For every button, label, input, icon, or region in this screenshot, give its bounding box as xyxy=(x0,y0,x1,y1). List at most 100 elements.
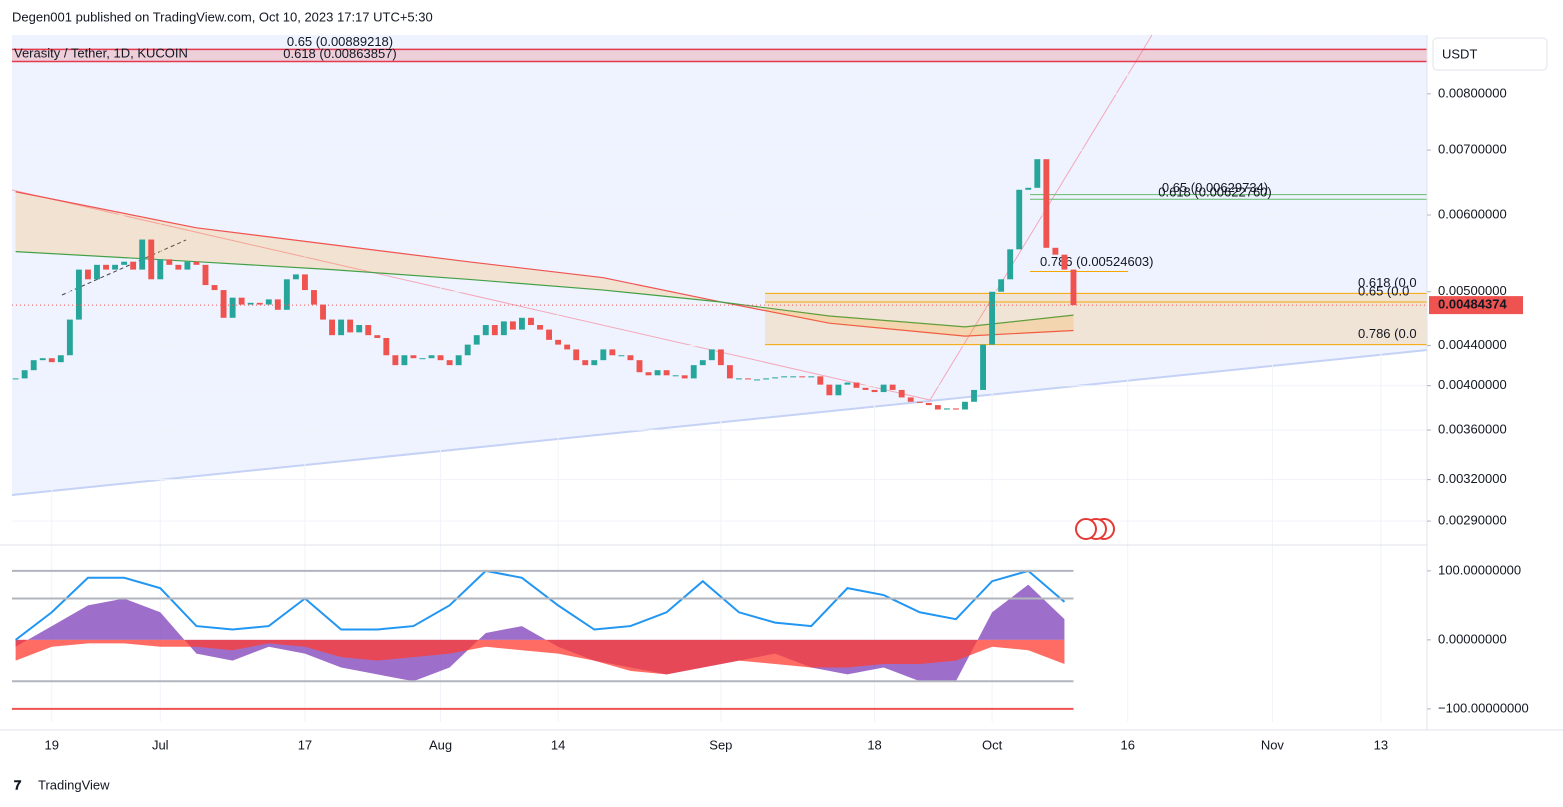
candle xyxy=(980,344,986,390)
axes: 19 Jul 17 Aug 14 Sep 18 Oct 16 Nov 13 0.00800000 0.0… xyxy=(45,85,1529,752)
candle xyxy=(654,370,661,376)
candle xyxy=(48,358,55,363)
candle xyxy=(184,261,191,270)
y-tick-label: 0.00600000 xyxy=(1438,206,1507,221)
footer-brand: TradingView xyxy=(38,777,110,792)
candle xyxy=(302,274,308,291)
candle xyxy=(66,319,73,356)
fib-green-label: 0.65 (0.00629734) xyxy=(1162,180,1268,195)
x-tick-label: Aug xyxy=(429,737,452,752)
candle xyxy=(763,378,770,380)
currency-box[interactable] xyxy=(1432,37,1548,71)
y-tick-label: 0.00290000 xyxy=(1438,513,1507,528)
oscillator-pane xyxy=(12,569,1074,710)
candle xyxy=(537,325,543,330)
y-tick-label: 0.00440000 xyxy=(1438,337,1507,352)
y-tick-label: 0.00360000 xyxy=(1438,421,1507,436)
candle xyxy=(952,408,959,410)
fib-green-label: 0.618 (0.00622760) xyxy=(1158,185,1271,200)
candle xyxy=(1061,254,1068,270)
osc-y-tick-label: −100.00000000 xyxy=(1438,700,1529,715)
candle xyxy=(618,355,625,357)
fib-label: 0.65 (0.00889218) xyxy=(287,34,393,49)
x-tick-label: Jul xyxy=(152,737,169,752)
candle xyxy=(365,325,372,336)
candle xyxy=(428,355,435,359)
candle xyxy=(157,259,164,280)
y-tick-label: 0.00320000 xyxy=(1438,471,1507,486)
candle xyxy=(94,264,100,280)
candle xyxy=(826,384,833,396)
fib-label: 0.618 (0.00863857) xyxy=(283,46,396,61)
fib-band xyxy=(12,49,1427,62)
candle xyxy=(681,375,688,379)
y-tick-label: 0.00500000 xyxy=(1438,283,1507,298)
x-tick-label: 14 xyxy=(551,737,565,752)
candle xyxy=(871,389,878,393)
candle xyxy=(482,325,489,336)
grid xyxy=(12,35,1427,722)
candle xyxy=(672,375,679,377)
candle xyxy=(998,279,1005,292)
event-flags xyxy=(1075,518,1115,540)
candle xyxy=(383,337,390,356)
fib-zone-label: 0.786 (0.0 xyxy=(1358,326,1417,341)
candle xyxy=(410,355,417,359)
candle xyxy=(600,349,607,361)
x-tick-label: 18 xyxy=(867,737,881,752)
channel-line xyxy=(11,349,1428,496)
candle xyxy=(274,299,281,310)
candle xyxy=(690,365,697,379)
y-tick-label: 0.00400000 xyxy=(1438,377,1507,392)
candle xyxy=(1007,249,1014,280)
candle xyxy=(591,360,598,366)
candle xyxy=(889,384,896,390)
candle xyxy=(491,325,498,336)
candle xyxy=(699,360,706,366)
candle xyxy=(835,384,842,396)
candle xyxy=(772,377,779,379)
candle xyxy=(573,349,580,361)
candle xyxy=(1016,189,1023,250)
candle xyxy=(609,349,616,356)
candle xyxy=(12,378,19,380)
candle xyxy=(247,302,254,305)
candle xyxy=(401,355,408,366)
candle xyxy=(455,355,462,366)
currency: USDT xyxy=(1442,46,1477,61)
candle xyxy=(989,291,996,345)
candle xyxy=(853,382,860,388)
candle xyxy=(121,261,128,265)
candle xyxy=(30,360,37,371)
candle xyxy=(817,376,824,385)
price-pane: 0.65 (0.00889218)0.618 (0.00863857) 0.618… xyxy=(12,34,1427,410)
candle xyxy=(880,384,887,393)
candle xyxy=(374,335,381,338)
candle xyxy=(311,290,317,305)
y-tick-label: 0.00800000 xyxy=(1438,85,1507,100)
x-tick-label: 17 xyxy=(298,737,312,752)
candle xyxy=(934,405,941,410)
trend-line xyxy=(11,34,1153,401)
fib-mid-label: 0.786 (0.00524603) xyxy=(1040,254,1153,269)
candle xyxy=(645,372,652,376)
x-tick-label: 13 xyxy=(1374,737,1388,752)
fib-zone xyxy=(765,293,1427,345)
candle xyxy=(338,319,345,336)
candle xyxy=(446,360,453,366)
candle xyxy=(546,329,553,340)
x-tick-label: 19 xyxy=(45,737,59,752)
candle xyxy=(211,285,218,291)
candle xyxy=(130,261,137,270)
candle xyxy=(781,376,788,378)
last-price-box xyxy=(1429,296,1523,315)
candle xyxy=(392,355,399,366)
candle xyxy=(907,397,914,402)
y-tick-label: 0.00700000 xyxy=(1438,142,1507,157)
candle xyxy=(437,355,444,361)
candle xyxy=(320,304,326,320)
candle xyxy=(754,379,760,381)
candle xyxy=(57,355,64,363)
candle xyxy=(329,319,336,336)
